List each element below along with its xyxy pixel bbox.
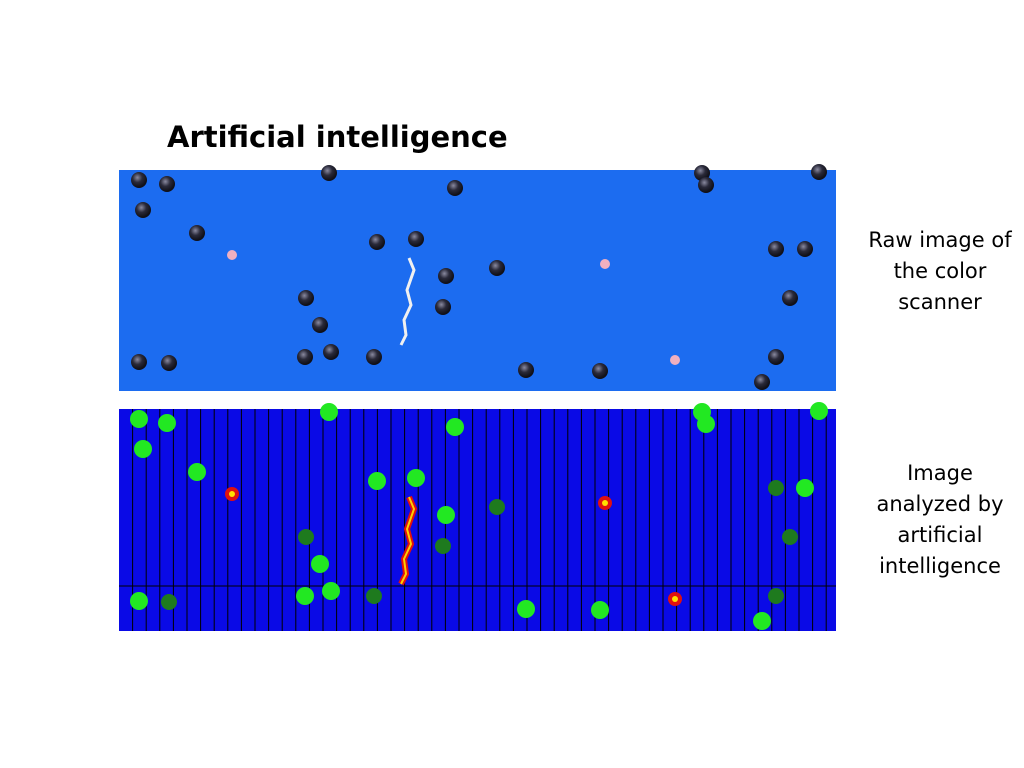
- raw-image: [119, 164, 836, 391]
- caption-line: intelligence: [879, 554, 1001, 578]
- seed-mask: [810, 402, 828, 420]
- caption-line: Image: [907, 461, 973, 485]
- seed: [698, 177, 714, 193]
- seed-mask: [796, 479, 814, 497]
- seed: [189, 225, 205, 241]
- seed-mask: [753, 612, 771, 630]
- seed-mask: [322, 582, 340, 600]
- seed-mask: [591, 601, 609, 619]
- seed: [131, 172, 147, 188]
- seed: [135, 202, 151, 218]
- seed-mask: [320, 403, 338, 421]
- seed-mask: [489, 499, 505, 515]
- captions: Raw image of the color scanner Image analyze…: [868, 228, 1012, 578]
- caption-line: the color: [894, 259, 987, 283]
- seed: [297, 349, 313, 365]
- seed: [312, 317, 328, 333]
- seed-mask: [697, 415, 715, 433]
- seed: [408, 231, 424, 247]
- seed: [797, 241, 813, 257]
- seed-mask: [130, 592, 148, 610]
- seed-mask: [296, 587, 314, 605]
- seed-mask: [368, 472, 386, 490]
- seed: [782, 290, 798, 306]
- caption-line: Raw image of: [868, 228, 1012, 252]
- seed: [435, 299, 451, 315]
- seed: [321, 165, 337, 181]
- flagged-core: [602, 500, 608, 506]
- caption-line: artificial: [898, 523, 983, 547]
- seed-mask: [130, 410, 148, 428]
- seed: [768, 241, 784, 257]
- seed: [161, 355, 177, 371]
- seed: [592, 363, 608, 379]
- seed-mask: [158, 414, 176, 432]
- flagged-core: [229, 491, 235, 497]
- caption-line: scanner: [898, 290, 982, 314]
- root-core: [400, 496, 416, 585]
- seed-mask: [437, 506, 455, 524]
- seed-mask: [435, 538, 451, 554]
- pink-seed: [600, 259, 610, 269]
- slide-title: Artificial intelligence: [167, 120, 508, 154]
- seed: [811, 164, 827, 180]
- seed: [754, 374, 770, 390]
- seed: [489, 260, 505, 276]
- root: [399, 257, 416, 346]
- seed-mask: [161, 594, 177, 610]
- seed-mask: [768, 480, 784, 496]
- seed: [518, 362, 534, 378]
- seed: [298, 290, 314, 306]
- seed-mask: [366, 588, 382, 604]
- seed-mask: [188, 463, 206, 481]
- pink-seed: [670, 355, 680, 365]
- seed: [768, 349, 784, 365]
- analyzed-image: [119, 402, 836, 631]
- seed-mask: [134, 440, 152, 458]
- flagged-core: [672, 596, 678, 602]
- seed-mask: [298, 529, 314, 545]
- seed-mask: [517, 600, 535, 618]
- caption-line: analyzed by: [876, 492, 1003, 516]
- seed: [369, 234, 385, 250]
- seed: [447, 180, 463, 196]
- seed-mask: [311, 555, 329, 573]
- seed-mask: [446, 418, 464, 436]
- seed: [159, 176, 175, 192]
- seed: [366, 349, 382, 365]
- seed: [323, 344, 339, 360]
- seed: [131, 354, 147, 370]
- seed-mask: [768, 588, 784, 604]
- seed-mask: [407, 469, 425, 487]
- seed-mask: [782, 529, 798, 545]
- seed: [438, 268, 454, 284]
- pink-seed: [227, 250, 237, 260]
